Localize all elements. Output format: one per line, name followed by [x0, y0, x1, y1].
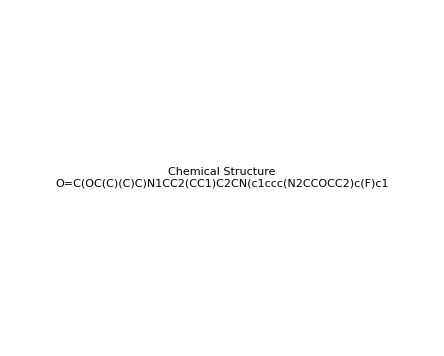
- Text: Chemical Structure
O=C(OC(C)(C)C)N1CC2(CC1)C2CN(c1ccc(N2CCOCC2)c(F)c1: Chemical Structure O=C(OC(C)(C)C)N1CC2(C…: [55, 167, 389, 189]
